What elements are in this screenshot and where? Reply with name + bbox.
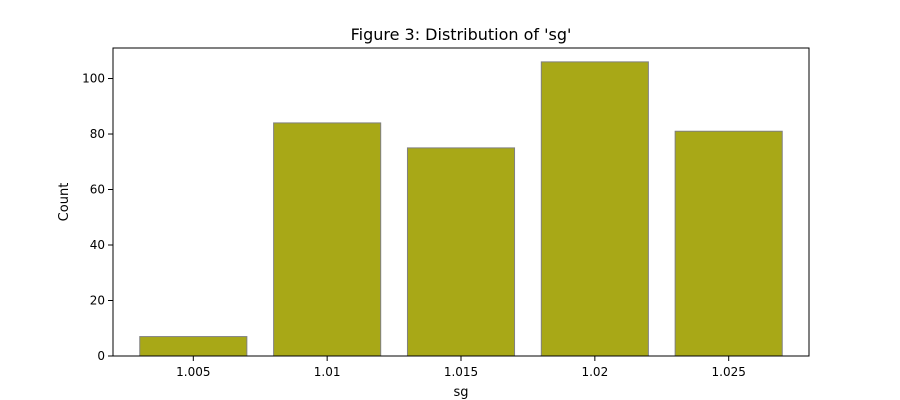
- x-tick-label: 1.005: [176, 365, 210, 379]
- y-tick-label: 40: [90, 238, 105, 252]
- y-tick-label: 60: [90, 183, 105, 197]
- x-axis-ticks: 1.005 1.01 1.015 1.02 1.025: [176, 356, 746, 379]
- chart-title: Figure 3: Distribution of 'sg': [351, 25, 572, 44]
- x-tick-label: 1.015: [444, 365, 478, 379]
- y-tick-label: 20: [90, 294, 105, 308]
- y-tick-label: 0: [97, 349, 105, 363]
- x-tick-label: 1.025: [712, 365, 746, 379]
- y-axis-label: Count: [57, 183, 72, 222]
- x-axis-label: sg: [453, 385, 468, 400]
- x-tick-label: 1.01: [314, 365, 341, 379]
- bar-1.01: [273, 122, 382, 357]
- bar-1.025: [674, 130, 783, 357]
- bar-1.02: [540, 61, 649, 357]
- y-tick-label: 100: [82, 72, 105, 86]
- y-tick-label: 80: [90, 127, 105, 141]
- bars-group: [139, 61, 783, 357]
- bar-1.005: [139, 336, 248, 357]
- bar-1.015: [406, 147, 516, 357]
- y-axis-ticks: 0 20 40 60 80 100: [82, 72, 113, 363]
- x-tick-label: 1.02: [581, 365, 608, 379]
